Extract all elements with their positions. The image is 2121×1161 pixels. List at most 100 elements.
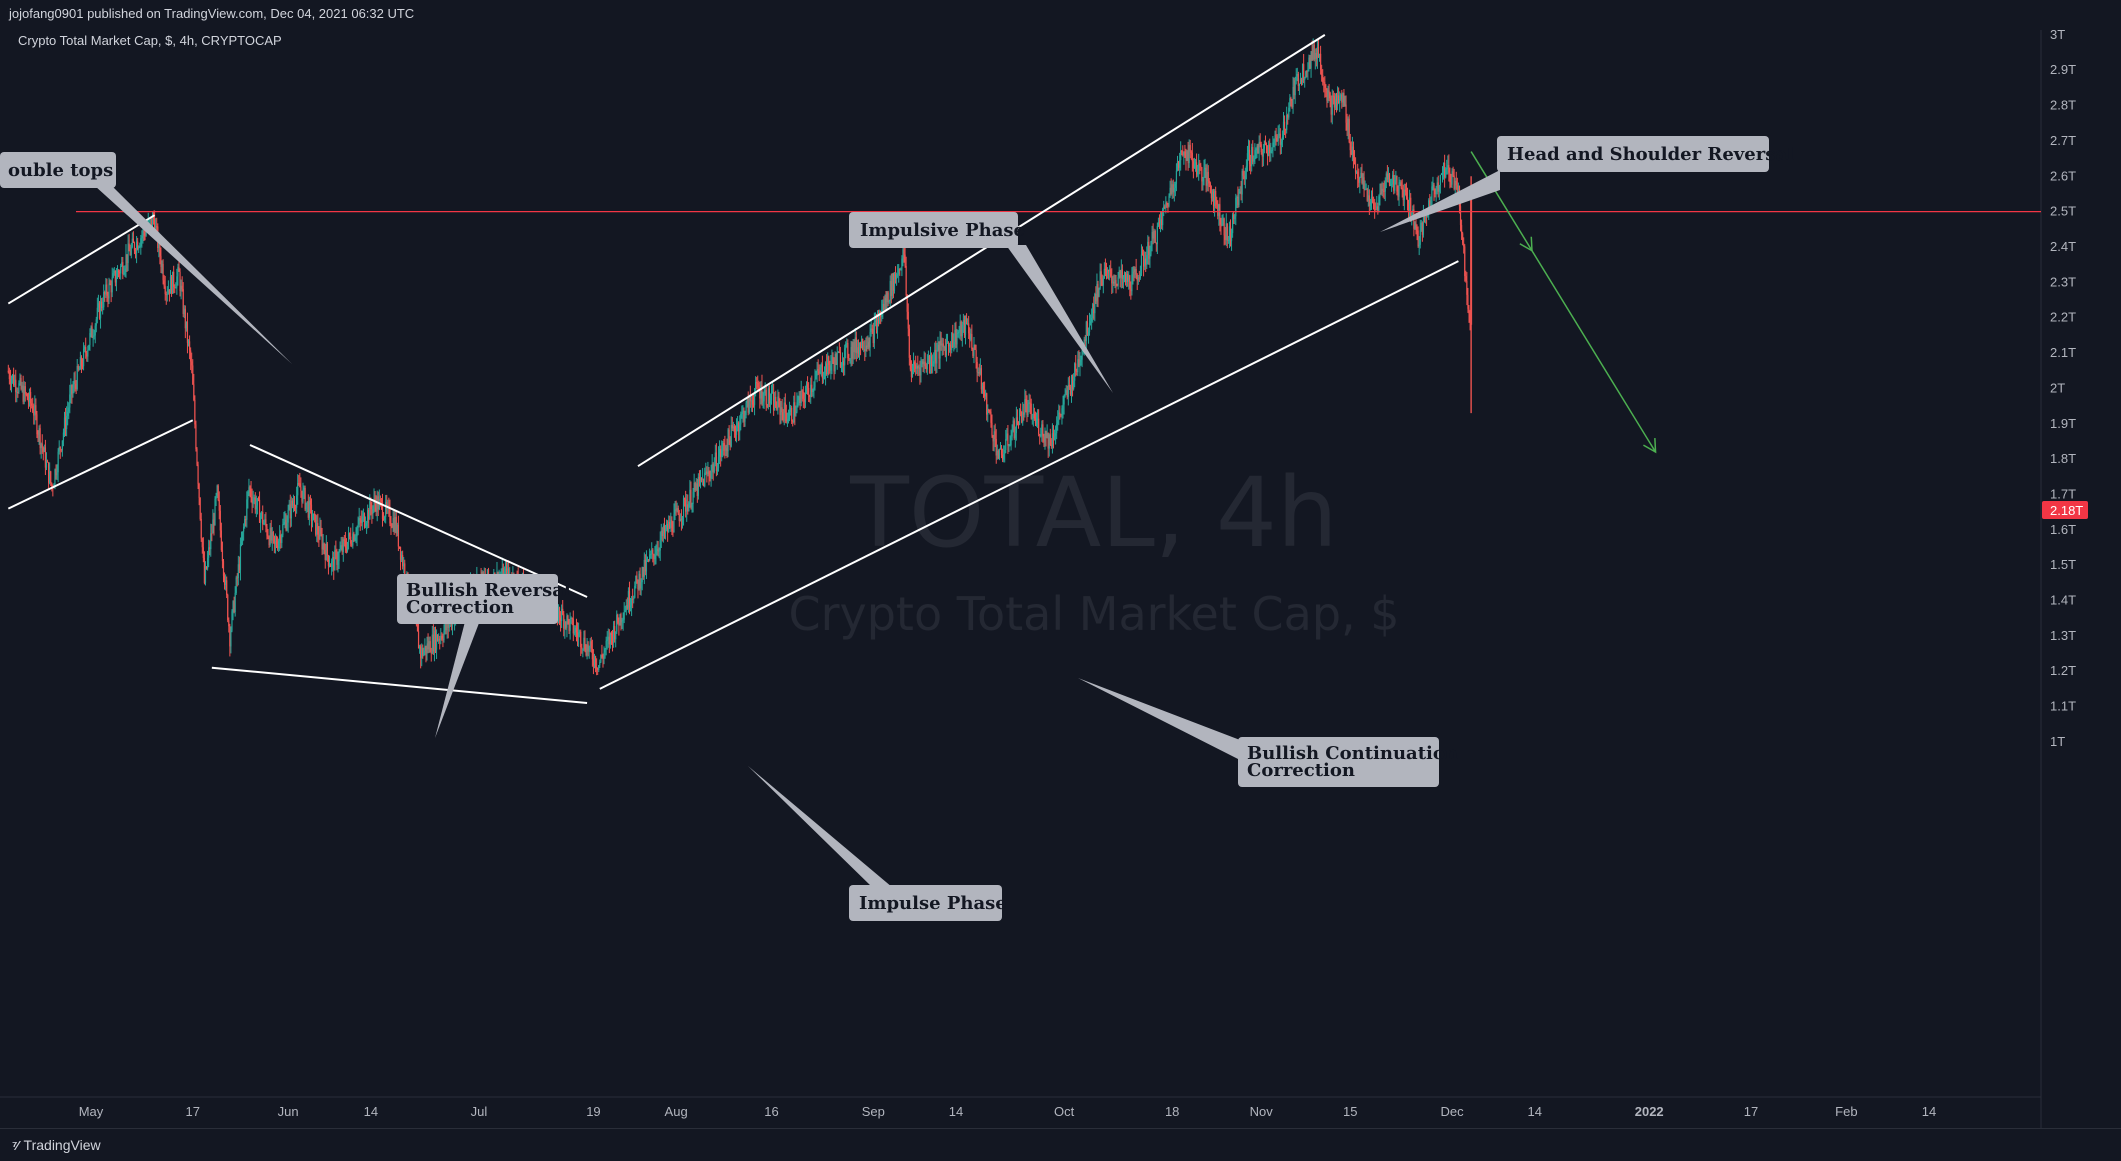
- candle-body: [940, 340, 942, 346]
- candle-body: [131, 238, 133, 247]
- candle-body: [870, 328, 872, 332]
- candle-body: [349, 533, 351, 537]
- candle-body: [845, 343, 847, 349]
- candle-body: [204, 566, 207, 583]
- candle-body: [1176, 161, 1179, 171]
- candle-body: [208, 547, 210, 558]
- callout-impulse-phase[interactable]: Impulse Phase: [748, 766, 1007, 921]
- candle-body: [1104, 268, 1107, 271]
- candle-body: [640, 582, 642, 589]
- candle-body: [1256, 145, 1258, 149]
- candle-body: [88, 344, 90, 350]
- candle-body: [817, 369, 819, 372]
- candle-body: [1248, 149, 1251, 165]
- candle-body: [170, 276, 173, 294]
- candle-body: [251, 496, 253, 504]
- candle-body: [397, 524, 399, 547]
- candle-body: [828, 356, 830, 366]
- candle-body: [1183, 151, 1185, 156]
- candle-body: [427, 643, 429, 650]
- candle-body: [256, 498, 259, 506]
- candle-body: [114, 270, 116, 283]
- candle-body: [1423, 215, 1426, 219]
- trendline-ascending-channel-bottom: [599, 260, 1459, 690]
- price-tick-label: 1.2T: [2050, 663, 2076, 678]
- candle-body: [771, 391, 774, 393]
- candle-body: [798, 396, 800, 401]
- candle-body: [1078, 359, 1080, 366]
- candle-body: [906, 295, 908, 312]
- candle-body: [225, 580, 227, 586]
- candle-body: [563, 614, 565, 629]
- callout-bullish-reversal[interactable]: Bullish Reversal Correction: [397, 574, 571, 738]
- candle-body: [44, 447, 47, 468]
- price-chart[interactable]: TOTAL, 4h Crypto Total Market Cap, $ Cry…: [0, 30, 2121, 1128]
- candle-body: [239, 544, 242, 571]
- candle-body: [992, 435, 994, 442]
- drawings: [7, 34, 2041, 705]
- candle-body: [739, 424, 741, 432]
- candle-body: [1148, 241, 1150, 259]
- candle-body: [1289, 98, 1291, 108]
- candle-body: [841, 361, 844, 366]
- candle-body: [372, 506, 374, 514]
- time-tick-label: 19: [586, 1104, 600, 1119]
- callout-bullish-continuation[interactable]: Bullish Continuation Correction: [1078, 678, 1458, 787]
- tradingview-logo[interactable]: ⁷⁄ TradingView: [12, 1137, 101, 1153]
- candle-body: [1440, 173, 1443, 176]
- candle-body: [41, 443, 43, 448]
- candle-body: [677, 508, 679, 515]
- candle-body: [680, 518, 683, 521]
- candle-body: [133, 242, 136, 251]
- candle-body: [724, 445, 726, 451]
- candle-body: [607, 636, 609, 640]
- candle-body: [721, 450, 723, 457]
- candle-body: [1186, 151, 1188, 161]
- candle-body: [196, 448, 198, 465]
- candle-body: [207, 557, 209, 569]
- candle-body: [731, 425, 733, 429]
- candle-body: [202, 547, 204, 558]
- candle-body: [1108, 269, 1110, 272]
- candle-body: [1077, 359, 1079, 373]
- candle-body: [1324, 82, 1326, 88]
- candle-body: [960, 321, 962, 337]
- time-tick-label: Nov: [1250, 1104, 1274, 1119]
- publish-bar: jojofang0901 published on TradingView.co…: [0, 0, 2121, 31]
- candle-body: [442, 638, 444, 641]
- candle-body: [919, 367, 921, 376]
- candle-body: [642, 567, 644, 577]
- callout-head-shoulder[interactable]: Head and Shoulder Reversal: [1380, 136, 1794, 232]
- price-axis[interactable]: 3.1T3T2.9T2.8T2.7T2.6T2.5T2.4T2.3T2.2T2.…: [2050, 30, 2076, 749]
- candle-body: [692, 491, 694, 504]
- candle-body: [980, 368, 982, 390]
- candle-body: [821, 364, 823, 379]
- candle-body: [697, 476, 699, 496]
- candle-body: [687, 504, 689, 512]
- candle-body: [883, 303, 885, 310]
- callout-impulsive-phase[interactable]: Impulsive Phase: [849, 212, 1113, 393]
- time-axis[interactable]: May 17 Jun 14 Jul 19 Aug 16 Sep 14 Oct 18 Nov 15 Dec 14…: [79, 1104, 1937, 1119]
- candle-body: [1218, 204, 1220, 216]
- candle-body: [1292, 86, 1294, 108]
- candle-body: [1318, 53, 1321, 58]
- candle-body: [794, 402, 796, 416]
- candle-body: [357, 524, 359, 528]
- candle-body: [1064, 393, 1066, 396]
- candle-body: [268, 537, 270, 546]
- candle-body: [1338, 95, 1340, 104]
- candle-body: [190, 350, 192, 362]
- candle-body: [875, 320, 878, 330]
- candle-body: [999, 448, 1002, 450]
- trendline-early-channel-top: [7, 214, 156, 305]
- candle-body: [125, 254, 127, 269]
- callout-double-tops[interactable]: ouble tops: [0, 152, 292, 364]
- candle-body: [892, 273, 895, 291]
- candle-body: [80, 357, 83, 367]
- candle-body: [247, 491, 249, 500]
- candle-body: [941, 343, 943, 346]
- last-price-label[interactable]: 2.18T: [2042, 501, 2088, 519]
- candle-body: [722, 443, 724, 451]
- candle-body: [1358, 178, 1360, 183]
- candle-body: [964, 318, 967, 335]
